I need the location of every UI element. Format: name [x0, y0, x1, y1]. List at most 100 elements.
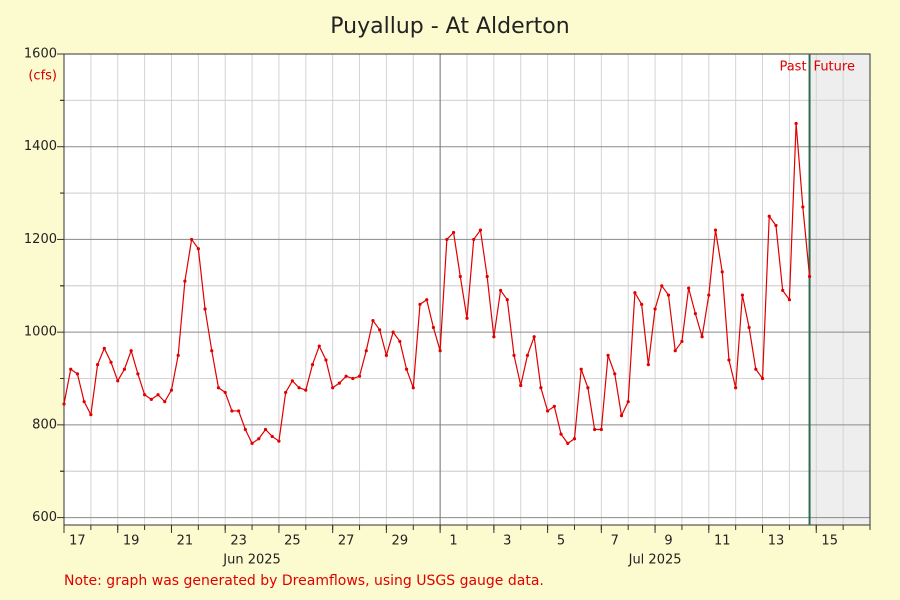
- data-point: [566, 441, 570, 446]
- data-point: [75, 372, 80, 376]
- past-label: Past: [779, 60, 806, 75]
- data-point: [163, 400, 167, 404]
- data-point: [754, 367, 758, 371]
- data-point: [586, 386, 590, 390]
- data-point: [760, 376, 765, 381]
- x-tick-label: 27: [338, 534, 355, 549]
- y-tick-label: 1600: [24, 47, 57, 62]
- x-tick-label: 5: [557, 534, 565, 549]
- data-point: [579, 367, 583, 371]
- data-point: [727, 358, 731, 362]
- data-point: [129, 349, 133, 353]
- data-point: [82, 400, 86, 404]
- data-point: [284, 390, 288, 395]
- data-point: [411, 386, 415, 390]
- data-point: [277, 439, 281, 443]
- x-tick-label: 19: [123, 534, 140, 549]
- y-tick-label: 1000: [24, 325, 57, 340]
- data-point: [713, 228, 718, 232]
- chart-title: Puyallup - At Alderton: [330, 14, 569, 39]
- x-tick-label: 7: [611, 534, 619, 549]
- data-point: [740, 293, 744, 297]
- data-point: [243, 427, 247, 432]
- data-point: [364, 349, 368, 353]
- data-point: [216, 386, 221, 390]
- x-tick-label: 1: [449, 534, 457, 549]
- data-point: [404, 367, 409, 371]
- data-point: [472, 237, 476, 242]
- data-point: [807, 274, 812, 279]
- data-point: [331, 386, 335, 390]
- data-point: [687, 286, 691, 290]
- data-point: [680, 339, 684, 344]
- data-point: [190, 237, 194, 242]
- data-point: [324, 358, 328, 362]
- data-point: [640, 302, 644, 306]
- data-point: [532, 335, 536, 339]
- data-point: [539, 386, 543, 390]
- data-point: [619, 413, 624, 418]
- data-point: [478, 228, 483, 232]
- data-point: [156, 393, 160, 397]
- x-tick-label: 21: [177, 534, 194, 549]
- month-label: Jul 2025: [628, 553, 682, 568]
- y-tick-label: 800: [32, 417, 57, 432]
- data-point: [116, 379, 120, 383]
- data-point: [143, 393, 147, 397]
- future-area: [809, 54, 870, 525]
- data-point: [720, 270, 724, 274]
- data-point: [599, 427, 603, 432]
- data-point: [801, 205, 805, 209]
- data-point: [767, 214, 771, 218]
- data-point: [492, 335, 496, 339]
- data-point: [102, 346, 106, 350]
- data-point: [357, 374, 362, 378]
- y-tick-label: 1200: [24, 232, 57, 247]
- data-point: [109, 360, 113, 364]
- data-point: [673, 349, 677, 353]
- future-label: Future: [814, 60, 855, 75]
- data-point: [230, 409, 234, 413]
- data-point: [62, 402, 66, 406]
- x-tick-label: 3: [503, 534, 511, 549]
- data-point: [237, 409, 241, 413]
- data-point: [747, 325, 751, 330]
- y-axis-label: (cfs): [28, 69, 57, 84]
- data-point: [290, 379, 294, 383]
- data-point: [304, 388, 308, 392]
- data-point: [653, 307, 657, 311]
- data-point: [505, 298, 509, 302]
- y-tick-label: 1400: [24, 139, 57, 154]
- data-point: [552, 404, 556, 408]
- data-point: [317, 344, 321, 348]
- data-point: [626, 400, 630, 404]
- data-point: [794, 121, 798, 126]
- x-tick-label: 11: [714, 534, 731, 549]
- data-point: [559, 432, 563, 436]
- data-point: [787, 298, 792, 302]
- data-point: [646, 363, 650, 367]
- data-point: [371, 318, 375, 323]
- data-point: [169, 388, 174, 392]
- data-point: [69, 367, 73, 371]
- data-point: [344, 374, 348, 378]
- data-point: [431, 325, 436, 330]
- data-point: [196, 247, 200, 251]
- data-point: [498, 288, 503, 293]
- data-point: [270, 434, 274, 439]
- data-point: [445, 237, 449, 242]
- data-point: [398, 339, 402, 344]
- data-point: [458, 274, 462, 279]
- data-point: [707, 293, 711, 297]
- data-point: [546, 409, 550, 413]
- data-point: [223, 390, 227, 395]
- data-point: [519, 383, 523, 388]
- data-point: [512, 353, 516, 357]
- data-point: [438, 349, 442, 353]
- data-point: [666, 293, 671, 297]
- data-point: [451, 230, 456, 235]
- data-point: [122, 367, 127, 371]
- x-tick-label: 15: [821, 534, 838, 549]
- data-point: [391, 330, 395, 334]
